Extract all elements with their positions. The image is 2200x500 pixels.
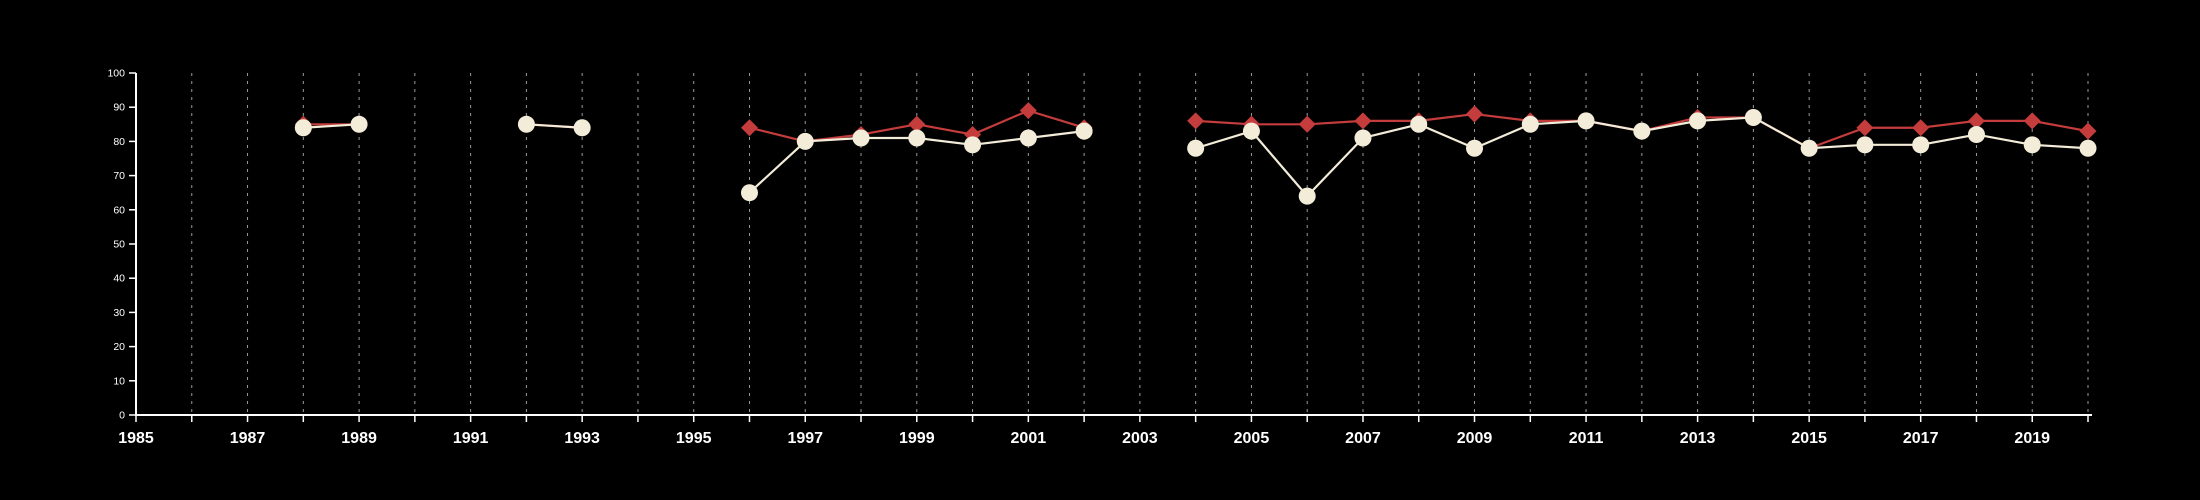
y-tick-label: 60	[113, 204, 125, 216]
y-tick-label: 70	[113, 170, 125, 182]
data-point-red-diamond-series	[2079, 122, 2097, 140]
data-point-cream-circle-series	[2023, 136, 2041, 154]
data-point-cream-circle-series	[1800, 139, 1818, 157]
x-tick-label: 1985	[118, 430, 154, 447]
y-tick-label: 100	[107, 68, 125, 80]
x-tick-label: 1993	[564, 430, 600, 447]
data-point-red-diamond-series	[1019, 102, 1037, 120]
data-point-cream-circle-series	[573, 119, 591, 137]
data-point-cream-circle-series	[1410, 115, 1428, 133]
data-point-red-diamond-series	[1967, 112, 1985, 130]
data-point-red-diamond-series	[1298, 115, 1316, 133]
data-point-cream-circle-series	[1856, 136, 1874, 154]
y-tick-label: 90	[113, 102, 125, 114]
y-tick-label: 10	[113, 375, 125, 387]
y-tick-label: 20	[113, 341, 125, 353]
x-tick-label: 1987	[230, 430, 266, 447]
data-point-cream-circle-series	[2079, 139, 2097, 157]
data-point-red-diamond-series	[2023, 112, 2041, 130]
x-tick-label: 2011	[1569, 430, 1604, 447]
x-tick-label: 2013	[1680, 430, 1716, 447]
y-tick-label: 40	[113, 273, 125, 285]
data-point-cream-circle-series	[294, 119, 312, 137]
data-point-cream-circle-series	[852, 129, 870, 147]
data-point-red-diamond-series	[1466, 105, 1484, 123]
data-point-cream-circle-series	[350, 115, 368, 133]
data-point-red-diamond-series	[1912, 119, 1930, 137]
data-point-cream-circle-series	[1466, 139, 1484, 157]
data-point-cream-circle-series	[1633, 122, 1651, 140]
x-tick-label: 1989	[341, 430, 377, 447]
data-point-cream-circle-series	[1967, 126, 1985, 144]
x-tick-label: 1999	[899, 430, 935, 447]
data-point-red-diamond-series	[908, 115, 926, 133]
x-tick-label: 2003	[1122, 430, 1158, 447]
x-tick-label: 2005	[1234, 430, 1270, 447]
data-point-cream-circle-series	[1577, 112, 1595, 130]
data-point-cream-circle-series	[517, 115, 535, 133]
x-tick-label: 2015	[1791, 430, 1827, 447]
y-tick-label: 30	[113, 307, 125, 319]
data-point-cream-circle-series	[1242, 122, 1260, 140]
data-point-cream-circle-series	[1298, 187, 1316, 205]
series-line-cream-circle-series	[302, 116, 2090, 198]
data-point-cream-circle-series	[1187, 139, 1205, 157]
data-point-cream-circle-series	[796, 132, 814, 150]
x-tick-label: 2007	[1345, 430, 1381, 447]
y-tick-label: 50	[113, 239, 125, 251]
data-point-cream-circle-series	[1521, 115, 1539, 133]
data-point-red-diamond-series	[1856, 119, 1874, 137]
data-point-red-diamond-series	[1187, 112, 1205, 130]
x-tick-label: 1997	[787, 430, 823, 447]
x-tick-label: 1991	[453, 430, 489, 447]
data-point-cream-circle-series	[1075, 122, 1093, 140]
data-point-cream-circle-series	[1744, 108, 1762, 126]
data-point-cream-circle-series	[740, 184, 758, 202]
y-tick-label: 80	[113, 136, 125, 148]
x-tick-label: 2009	[1457, 430, 1493, 447]
y-tick-label: 0	[119, 410, 125, 422]
data-point-red-diamond-series	[1354, 112, 1372, 130]
x-tick-label: 2017	[1903, 430, 1939, 447]
data-point-cream-circle-series	[908, 129, 926, 147]
data-point-cream-circle-series	[964, 136, 982, 154]
data-point-cream-circle-series	[1019, 129, 1037, 147]
data-point-cream-circle-series	[1912, 136, 1930, 154]
x-tick-label: 2019	[2014, 430, 2050, 447]
data-point-cream-circle-series	[1354, 129, 1372, 147]
x-tick-label: 2001	[1011, 430, 1047, 447]
data-point-red-diamond-series	[740, 119, 758, 137]
x-tick-label: 1995	[676, 430, 712, 447]
data-point-cream-circle-series	[1689, 112, 1707, 130]
